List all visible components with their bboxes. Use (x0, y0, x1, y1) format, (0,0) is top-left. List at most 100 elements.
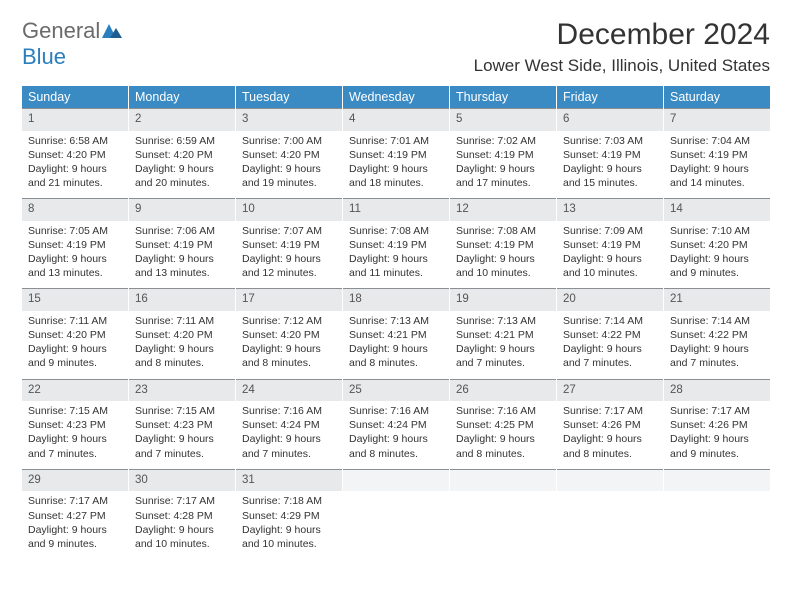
calendar: Sunday Monday Tuesday Wednesday Thursday… (22, 86, 770, 559)
day-number: 6 (557, 108, 663, 131)
day-cell: 15Sunrise: 7:11 AMSunset: 4:20 PMDayligh… (22, 288, 129, 378)
day-cell: 30Sunrise: 7:17 AMSunset: 4:28 PMDayligh… (129, 469, 236, 559)
day-body: Sunrise: 7:12 AMSunset: 4:20 PMDaylight:… (236, 311, 342, 379)
logo: General Blue (22, 18, 122, 70)
day-cell: 22Sunrise: 7:15 AMSunset: 4:23 PMDayligh… (22, 379, 129, 469)
daylight-line2: and 20 minutes. (135, 176, 229, 190)
day-cell: 8Sunrise: 7:05 AMSunset: 4:19 PMDaylight… (22, 198, 129, 288)
daylight-line1: Daylight: 9 hours (349, 432, 443, 446)
daylight-line2: and 9 minutes. (670, 266, 764, 280)
logo-part1: General (22, 18, 100, 43)
daylight-line1: Daylight: 9 hours (563, 342, 657, 356)
logo-text: General Blue (22, 18, 122, 70)
day-cell: 26Sunrise: 7:16 AMSunset: 4:25 PMDayligh… (450, 379, 557, 469)
daylight-line2: and 13 minutes. (28, 266, 122, 280)
day-cell: 1Sunrise: 6:58 AMSunset: 4:20 PMDaylight… (22, 108, 129, 198)
sunset-text: Sunset: 4:23 PM (135, 418, 229, 432)
sunrise-text: Sunrise: 7:17 AM (135, 494, 229, 508)
daylight-line2: and 8 minutes. (563, 447, 657, 461)
daylight-line1: Daylight: 9 hours (28, 432, 122, 446)
day-cell: 31Sunrise: 7:18 AMSunset: 4:29 PMDayligh… (236, 469, 343, 559)
dow-friday: Friday (557, 86, 664, 108)
daylight-line1: Daylight: 9 hours (28, 342, 122, 356)
daylight-line2: and 9 minutes. (28, 537, 122, 551)
day-number: . (557, 469, 663, 492)
day-cell: 11Sunrise: 7:08 AMSunset: 4:19 PMDayligh… (343, 198, 450, 288)
day-number: 30 (129, 469, 235, 492)
week-row: 22Sunrise: 7:15 AMSunset: 4:23 PMDayligh… (22, 379, 770, 469)
day-body: Sunrise: 7:09 AMSunset: 4:19 PMDaylight:… (557, 221, 663, 289)
sunrise-text: Sunrise: 7:17 AM (28, 494, 122, 508)
sunset-text: Sunset: 4:24 PM (349, 418, 443, 432)
daylight-line1: Daylight: 9 hours (670, 252, 764, 266)
day-cell: 17Sunrise: 7:12 AMSunset: 4:20 PMDayligh… (236, 288, 343, 378)
daylight-line2: and 7 minutes. (28, 447, 122, 461)
day-number: 28 (664, 379, 770, 402)
day-number: 29 (22, 469, 128, 492)
week-row: 29Sunrise: 7:17 AMSunset: 4:27 PMDayligh… (22, 469, 770, 559)
day-number: 8 (22, 198, 128, 221)
sunrise-text: Sunrise: 7:00 AM (242, 134, 336, 148)
day-body: Sunrise: 7:07 AMSunset: 4:19 PMDaylight:… (236, 221, 342, 289)
day-number: 24 (236, 379, 342, 402)
day-number: 31 (236, 469, 342, 492)
day-number: 21 (664, 288, 770, 311)
daylight-line1: Daylight: 9 hours (563, 162, 657, 176)
day-cell: . (557, 469, 664, 559)
day-body: Sunrise: 7:14 AMSunset: 4:22 PMDaylight:… (557, 311, 663, 379)
sunset-text: Sunset: 4:24 PM (242, 418, 336, 432)
daylight-line1: Daylight: 9 hours (135, 432, 229, 446)
day-cell: 12Sunrise: 7:08 AMSunset: 4:19 PMDayligh… (450, 198, 557, 288)
daylight-line1: Daylight: 9 hours (242, 523, 336, 537)
day-cell: 2Sunrise: 6:59 AMSunset: 4:20 PMDaylight… (129, 108, 236, 198)
sunset-text: Sunset: 4:26 PM (670, 418, 764, 432)
sunset-text: Sunset: 4:19 PM (563, 238, 657, 252)
day-number: 9 (129, 198, 235, 221)
day-number: 26 (450, 379, 556, 402)
day-body: Sunrise: 7:17 AMSunset: 4:28 PMDaylight:… (129, 491, 235, 559)
daylight-line2: and 17 minutes. (456, 176, 550, 190)
logo-part2: Blue (22, 44, 66, 69)
sunset-text: Sunset: 4:21 PM (456, 328, 550, 342)
weeks-container: 1Sunrise: 6:58 AMSunset: 4:20 PMDaylight… (22, 108, 770, 559)
page: General Blue December 2024 Lower West Si… (0, 0, 792, 559)
daylight-line2: and 8 minutes. (242, 356, 336, 370)
daylight-line2: and 14 minutes. (670, 176, 764, 190)
sunrise-text: Sunrise: 7:18 AM (242, 494, 336, 508)
dow-sunday: Sunday (22, 86, 129, 108)
month-title: December 2024 (474, 18, 770, 52)
day-cell: 13Sunrise: 7:09 AMSunset: 4:19 PMDayligh… (557, 198, 664, 288)
dow-thursday: Thursday (450, 86, 557, 108)
day-cell: 10Sunrise: 7:07 AMSunset: 4:19 PMDayligh… (236, 198, 343, 288)
sunrise-text: Sunrise: 6:58 AM (28, 134, 122, 148)
sunrise-text: Sunrise: 7:08 AM (456, 224, 550, 238)
day-number: 14 (664, 198, 770, 221)
day-body: Sunrise: 7:01 AMSunset: 4:19 PMDaylight:… (343, 131, 449, 199)
sunrise-text: Sunrise: 7:15 AM (135, 404, 229, 418)
day-cell: 6Sunrise: 7:03 AMSunset: 4:19 PMDaylight… (557, 108, 664, 198)
day-number: 20 (557, 288, 663, 311)
sunrise-text: Sunrise: 7:10 AM (670, 224, 764, 238)
day-number: . (664, 469, 770, 492)
dow-saturday: Saturday (664, 86, 770, 108)
sunset-text: Sunset: 4:27 PM (28, 509, 122, 523)
sunrise-text: Sunrise: 7:14 AM (563, 314, 657, 328)
week-row: 1Sunrise: 6:58 AMSunset: 4:20 PMDaylight… (22, 108, 770, 198)
daylight-line1: Daylight: 9 hours (135, 523, 229, 537)
sunrise-text: Sunrise: 7:02 AM (456, 134, 550, 148)
sunset-text: Sunset: 4:22 PM (670, 328, 764, 342)
daylight-line1: Daylight: 9 hours (28, 162, 122, 176)
sunrise-text: Sunrise: 7:12 AM (242, 314, 336, 328)
sunset-text: Sunset: 4:28 PM (135, 509, 229, 523)
daylight-line1: Daylight: 9 hours (349, 342, 443, 356)
sunset-text: Sunset: 4:20 PM (242, 148, 336, 162)
sunrise-text: Sunrise: 7:06 AM (135, 224, 229, 238)
sunrise-text: Sunrise: 7:16 AM (349, 404, 443, 418)
day-body: Sunrise: 7:11 AMSunset: 4:20 PMDaylight:… (129, 311, 235, 379)
day-of-week-header: Sunday Monday Tuesday Wednesday Thursday… (22, 86, 770, 108)
day-body: Sunrise: 7:08 AMSunset: 4:19 PMDaylight:… (450, 221, 556, 289)
daylight-line1: Daylight: 9 hours (242, 342, 336, 356)
sunset-text: Sunset: 4:19 PM (28, 238, 122, 252)
day-body (343, 491, 449, 549)
sunrise-text: Sunrise: 7:11 AM (28, 314, 122, 328)
